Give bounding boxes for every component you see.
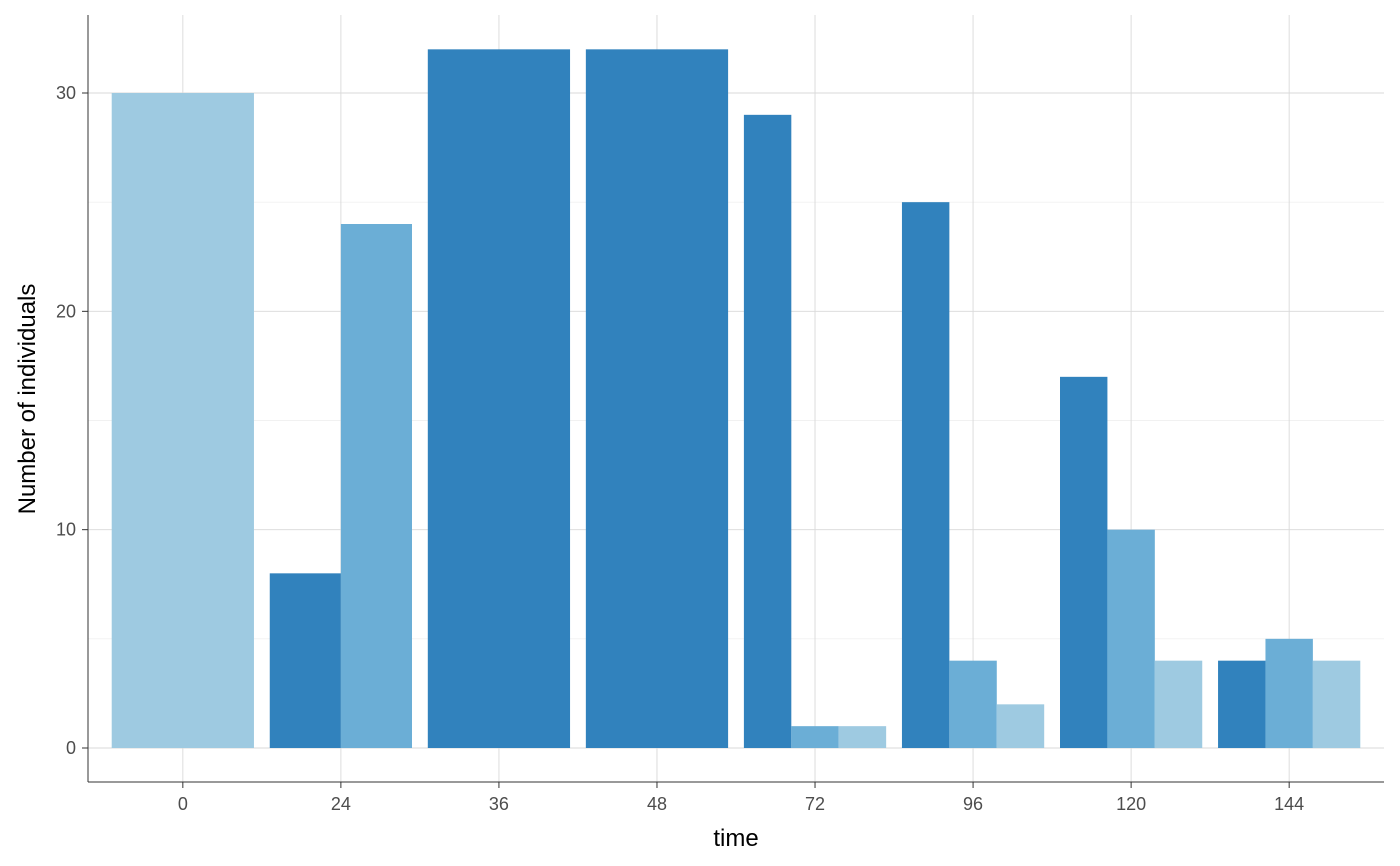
x-tick-label: 120 bbox=[1116, 794, 1146, 814]
bar-144-s1 bbox=[1218, 660, 1266, 748]
bar-120-s2 bbox=[1107, 529, 1155, 748]
x-tick-label: 72 bbox=[805, 794, 825, 814]
bar-120-s3 bbox=[1154, 660, 1203, 748]
bar-144-s3 bbox=[1312, 660, 1361, 748]
y-tick-label: 30 bbox=[56, 83, 76, 103]
bar-48-s1 bbox=[585, 49, 729, 749]
tick-labels: 0 10 20 30 0 24 36 48 72 96 120 144 bbox=[56, 83, 1304, 814]
x-tick-label: 36 bbox=[489, 794, 509, 814]
bar-24-s1 bbox=[269, 573, 341, 748]
bar-72-s3 bbox=[838, 726, 887, 748]
bars bbox=[111, 49, 1361, 749]
bar-72-s1 bbox=[743, 114, 792, 749]
axes bbox=[82, 15, 1384, 788]
x-tick-label: 48 bbox=[647, 794, 667, 814]
x-axis-title: time bbox=[713, 825, 758, 852]
bar-24-s2 bbox=[340, 224, 412, 748]
y-axis-title: Number of individuals bbox=[14, 284, 41, 515]
x-tick-label: 24 bbox=[331, 794, 351, 814]
y-tick-label: 10 bbox=[56, 520, 76, 540]
x-tick-label: 96 bbox=[963, 794, 983, 814]
bar-96-s3 bbox=[996, 704, 1045, 748]
x-tick-label: 0 bbox=[178, 794, 188, 814]
bar-120-s1 bbox=[1060, 376, 1108, 748]
x-tick-label: 144 bbox=[1274, 794, 1304, 814]
bar-72-s2 bbox=[791, 726, 839, 748]
bar-144-s2 bbox=[1265, 638, 1313, 748]
y-tick-label: 0 bbox=[66, 738, 76, 758]
bar-96-s2 bbox=[949, 660, 997, 748]
bar-36-s1 bbox=[427, 49, 571, 749]
bar-96-s1 bbox=[901, 202, 950, 748]
bar-0-s3 bbox=[111, 93, 254, 748]
y-tick-label: 20 bbox=[56, 301, 76, 321]
